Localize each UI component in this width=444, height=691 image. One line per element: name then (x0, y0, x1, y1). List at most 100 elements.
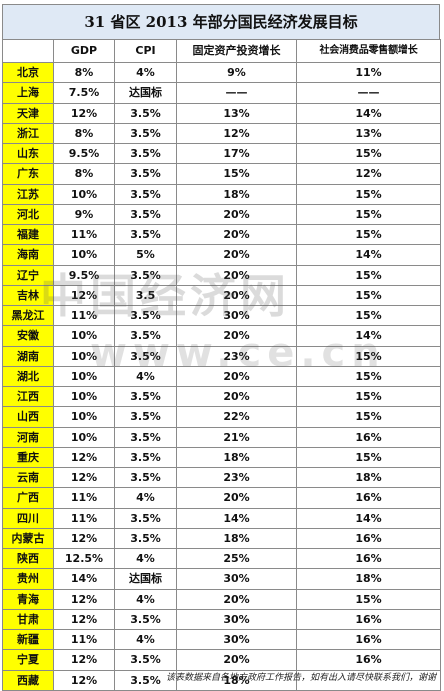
province-cell: 辽宁 (2, 264, 54, 286)
investment-cell: 20% (176, 203, 297, 226)
gdp-cell: 8% (53, 122, 115, 145)
cpi-cell: 4% (114, 487, 177, 509)
retail-cell: 15% (296, 284, 441, 307)
table-row: 安徽 10% 3.5% 20% 14% (2, 325, 441, 347)
cpi-cell: 3.5% (114, 122, 177, 145)
header-row: GDP CPI 固定资产投资增长 社会消费品零售额增长 (2, 39, 441, 63)
retail-cell: 15% (296, 183, 441, 205)
table-row: 甘肃 12% 3.5% 30% 16% (2, 608, 441, 631)
gdp-cell: 10% (53, 183, 115, 205)
table-row: 宁夏 12% 3.5% 20% 16% (2, 649, 441, 671)
header-retail: 社会消费品零售额增长 (296, 39, 441, 63)
province-cell: 江西 (2, 385, 54, 408)
investment-cell: 30% (176, 628, 297, 651)
cpi-cell: 4% (114, 628, 177, 651)
source-note: 该表数据来自各地方政府工作报告，如有出入请尽快联系我们，谢谢 (165, 673, 436, 683)
province-cell: 黑龙江 (2, 304, 54, 327)
gdp-cell: 12% (53, 527, 115, 550)
retail-cell: 15% (296, 345, 441, 367)
cpi-cell: 3.5% (114, 649, 177, 671)
investment-cell: 21% (176, 426, 297, 448)
cpi-cell: 达国标 (114, 568, 177, 590)
gdp-cell: 12% (53, 284, 115, 307)
retail-cell: 15% (296, 223, 441, 246)
province-cell: 海南 (2, 244, 54, 266)
province-cell: 宁夏 (2, 649, 54, 671)
gdp-cell: 8% (53, 61, 115, 84)
cpi-cell: 5% (114, 244, 177, 266)
gdp-cell: 9.5% (53, 264, 115, 286)
investment-cell: 20% (176, 487, 297, 509)
retail-cell: 16% (296, 527, 441, 550)
cpi-cell: 3.5% (114, 466, 177, 489)
province-cell: 吉林 (2, 284, 54, 307)
cpi-cell: 3.5% (114, 264, 177, 286)
cpi-cell: 3.5% (114, 507, 177, 529)
investment-cell: 20% (176, 223, 297, 246)
table-row: 天津 12% 3.5% 13% 14% (2, 102, 441, 124)
targets-table: GDP CPI 固定资产投资增长 社会消费品零售额增长 北京 8% 4% 9% 11% 上… (2, 39, 441, 691)
investment-cell: 15% (176, 163, 297, 185)
data-sheet: 31 省区 2013 年部分国民经济发展目标 GDP CPI 固定资产投资增长 … (2, 4, 441, 691)
table-row: 重庆 12% 3.5% 18% 15% (2, 446, 441, 469)
gdp-cell: 14% (53, 568, 115, 590)
investment-cell: 20% (176, 365, 297, 388)
cpi-cell: 3.5 (114, 284, 177, 307)
table-row: 新疆 11% 4% 30% 16% (2, 628, 441, 651)
investment-cell: 20% (176, 325, 297, 347)
investment-cell: 20% (176, 264, 297, 286)
gdp-cell: 10% (53, 244, 115, 266)
retail-cell: 14% (296, 325, 441, 347)
retail-cell: 16% (296, 426, 441, 448)
investment-cell: 17% (176, 142, 297, 165)
table-row: 西藏 12% 3.5% 18% (2, 669, 441, 691)
header-province (2, 39, 54, 63)
cpi-cell: 3.5% (114, 102, 177, 124)
table-row: 河南 10% 3.5% 21% 16% (2, 426, 441, 448)
table-row: 山西 10% 3.5% 22% 15% (2, 406, 441, 428)
retail-cell: 15% (296, 446, 441, 469)
retail-cell: 16% (296, 649, 441, 671)
gdp-cell: 9% (53, 203, 115, 226)
investment-cell: 23% (176, 345, 297, 367)
province-cell: 内蒙古 (2, 527, 54, 550)
gdp-cell: 12% (53, 588, 115, 610)
gdp-cell: 12% (53, 649, 115, 671)
province-cell: 天津 (2, 102, 54, 124)
investment-cell: 22% (176, 406, 297, 428)
retail-cell: 14% (296, 102, 441, 124)
table-row: 湖南 10% 3.5% 23% 15% (2, 345, 441, 367)
gdp-cell: 10% (53, 345, 115, 367)
investment-cell: 30% (176, 568, 297, 590)
cpi-cell: 3.5% (114, 385, 177, 408)
province-cell: 贵州 (2, 568, 54, 590)
province-cell: 山东 (2, 142, 54, 165)
province-cell: 重庆 (2, 446, 54, 469)
gdp-cell: 10% (53, 325, 115, 347)
investment-cell: 20% (176, 588, 297, 610)
province-cell: 山西 (2, 406, 54, 428)
investment-cell: 14% (176, 507, 297, 529)
cpi-cell: 3.5% (114, 325, 177, 347)
table-row: 湖北 10% 4% 20% 15% (2, 365, 441, 388)
table-row: 海南 10% 5% 20% 14% (2, 244, 441, 266)
investment-cell: 12% (176, 122, 297, 145)
cpi-cell: 3.5% (114, 345, 177, 367)
province-cell: 广东 (2, 163, 54, 185)
retail-cell: —— (296, 82, 441, 104)
retail-cell: 15% (296, 588, 441, 610)
table-row: 云南 12% 3.5% 23% 18% (2, 466, 441, 489)
table-row: 北京 8% 4% 9% 11% (2, 61, 441, 84)
cpi-cell: 3.5% (114, 203, 177, 226)
province-cell: 湖南 (2, 345, 54, 367)
investment-cell: 23% (176, 466, 297, 489)
retail-cell: 14% (296, 244, 441, 266)
table-row: 山东 9.5% 3.5% 17% 15% (2, 142, 441, 165)
retail-cell: 15% (296, 264, 441, 286)
retail-cell: 15% (296, 142, 441, 165)
province-cell: 新疆 (2, 628, 54, 651)
cpi-cell: 3.5% (114, 426, 177, 448)
cpi-cell: 4% (114, 61, 177, 84)
gdp-cell: 11% (53, 507, 115, 529)
table-row: 江苏 10% 3.5% 18% 15% (2, 183, 441, 205)
